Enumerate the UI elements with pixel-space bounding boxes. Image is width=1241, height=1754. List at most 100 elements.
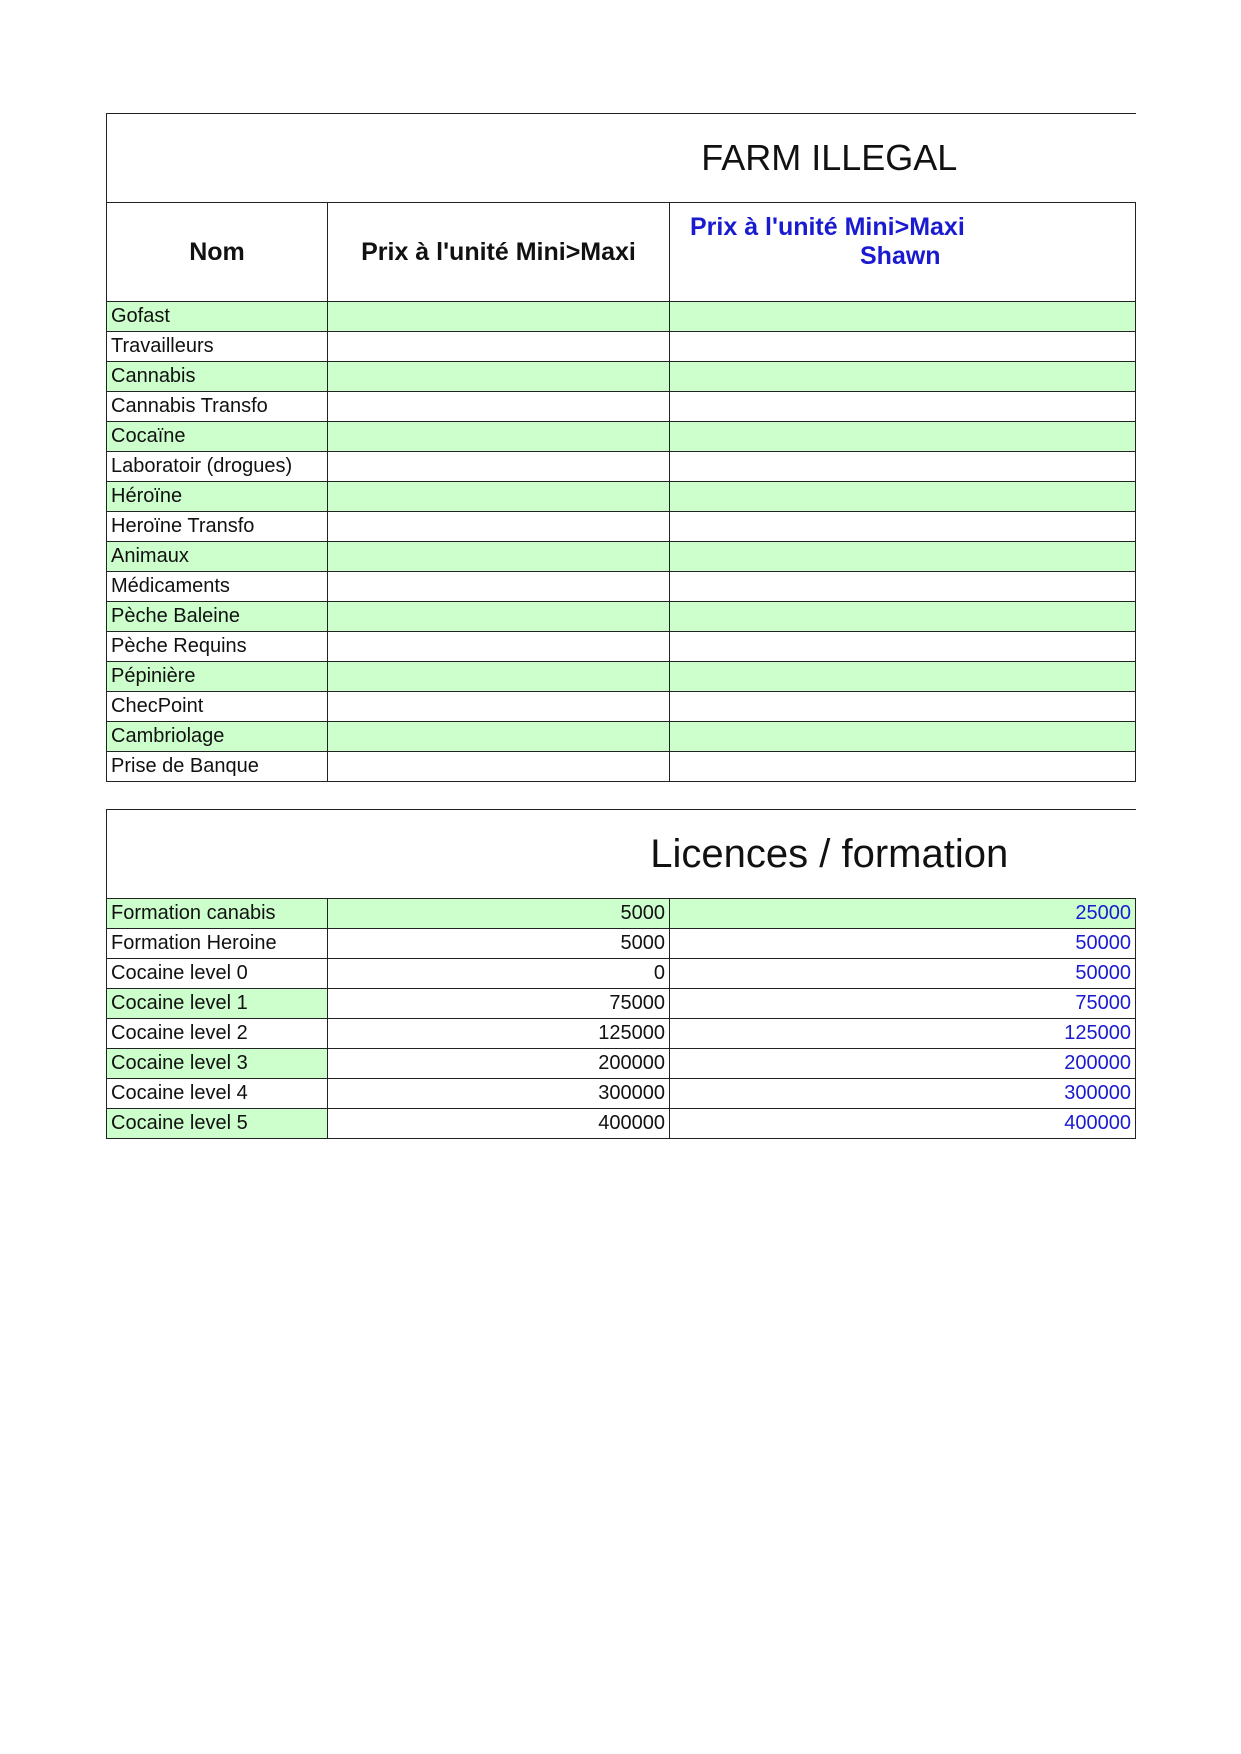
table-row: Prise de Banque xyxy=(106,751,1137,782)
table-row: Cocaine level 0 0 50000 xyxy=(106,958,1137,989)
licence-prix[interactable]: 300000 xyxy=(327,1078,670,1109)
table-row: Laboratoir (drogues) xyxy=(106,451,1137,482)
licence-name: Cocaine level 5 xyxy=(106,1108,328,1139)
prix-cell[interactable] xyxy=(327,601,670,632)
table-row: Cannabis xyxy=(106,361,1137,392)
licence-prix[interactable]: 5000 xyxy=(327,928,670,959)
licence-name: Cocaine level 0 xyxy=(106,958,328,989)
row-name: Cambriolage xyxy=(106,721,328,752)
prix-cell[interactable] xyxy=(327,361,670,392)
row-name: Cocaïne xyxy=(106,421,328,452)
row-name: Prise de Banque xyxy=(106,751,328,782)
licence-prix-shawn[interactable]: 25000 xyxy=(668,898,1137,929)
row-name: Animaux xyxy=(106,541,328,572)
table-row: ChecPoint xyxy=(106,691,1137,722)
header-prix-shawn-line2: Shawn xyxy=(860,242,941,270)
table-row: Pèche Baleine xyxy=(106,601,1137,632)
table-row: Gofast xyxy=(106,301,1137,332)
licence-name: Formation Heroine xyxy=(106,928,328,959)
header-prix: Prix à l'unité Mini>Maxi xyxy=(327,202,670,302)
licence-prix[interactable]: 5000 xyxy=(327,898,670,929)
table-row: Cambriolage xyxy=(106,721,1137,752)
prix-shawn-cell[interactable] xyxy=(668,601,1137,632)
table-row: Cocaine level 4 300000 300000 xyxy=(106,1078,1137,1109)
prix-shawn-cell[interactable] xyxy=(668,571,1137,602)
prix-cell[interactable] xyxy=(327,421,670,452)
prix-cell[interactable] xyxy=(327,511,670,542)
row-name: Heroïne Transfo xyxy=(106,511,328,542)
licence-prix[interactable]: 0 xyxy=(327,958,670,989)
licence-name: Cocaine level 3 xyxy=(106,1048,328,1079)
row-name: Gofast xyxy=(106,301,328,332)
farm-title: FARM ILLEGAL xyxy=(105,113,1136,203)
prix-shawn-cell[interactable] xyxy=(668,391,1137,422)
table-row: Cocaïne xyxy=(106,421,1137,452)
prix-shawn-cell[interactable] xyxy=(668,721,1137,752)
table-row: Cocaine level 2 125000 125000 xyxy=(106,1018,1137,1049)
prix-shawn-cell[interactable] xyxy=(668,661,1137,692)
licences-title: Licences / formation xyxy=(105,809,1136,899)
table-row: Animaux xyxy=(106,541,1137,572)
table-row: Travailleurs xyxy=(106,331,1137,362)
licence-prix-shawn[interactable]: 125000 xyxy=(668,1018,1137,1049)
licence-name: Formation canabis xyxy=(106,898,328,929)
farm-illegal-table: FARM ILLEGAL Nom Prix à l'unité Mini>Max… xyxy=(105,113,1137,782)
prix-cell[interactable] xyxy=(327,691,670,722)
licence-name: Cocaine level 4 xyxy=(106,1078,328,1109)
row-name: ChecPoint xyxy=(106,691,328,722)
prix-cell[interactable] xyxy=(327,391,670,422)
licence-prix-shawn[interactable]: 200000 xyxy=(668,1048,1137,1079)
prix-shawn-cell[interactable] xyxy=(668,451,1137,482)
row-name: Pèche Baleine xyxy=(106,601,328,632)
prix-cell[interactable] xyxy=(327,721,670,752)
licence-name: Cocaine level 1 xyxy=(106,988,328,1019)
licences-table: Licences / formation Formation canabis 50… xyxy=(105,809,1137,1139)
prix-shawn-cell[interactable] xyxy=(668,361,1137,392)
licence-prix[interactable]: 200000 xyxy=(327,1048,670,1079)
licence-prix-shawn[interactable]: 75000 xyxy=(668,988,1137,1019)
table-row: Heroïne Transfo xyxy=(106,511,1137,542)
table-row: Cocaine level 3 200000 200000 xyxy=(106,1048,1137,1079)
row-name: Pèche Requins xyxy=(106,631,328,662)
header-prix-shawn-line1: Prix à l'unité Mini>Maxi xyxy=(690,213,965,241)
licence-name: Cocaine level 2 xyxy=(106,1018,328,1049)
prix-cell[interactable] xyxy=(327,541,670,572)
prix-cell[interactable] xyxy=(327,661,670,692)
licence-prix[interactable]: 75000 xyxy=(327,988,670,1019)
licence-prix-shawn[interactable]: 400000 xyxy=(668,1108,1137,1139)
prix-cell[interactable] xyxy=(327,751,670,782)
table-row: Pépinière xyxy=(106,661,1137,692)
licence-prix[interactable]: 125000 xyxy=(327,1018,670,1049)
prix-shawn-cell[interactable] xyxy=(668,751,1137,782)
prix-cell[interactable] xyxy=(327,481,670,512)
table-row: Formation canabis 5000 25000 xyxy=(106,898,1137,929)
prix-shawn-cell[interactable] xyxy=(668,301,1137,332)
licence-prix-shawn[interactable]: 50000 xyxy=(668,928,1137,959)
licence-prix-shawn[interactable]: 50000 xyxy=(668,958,1137,989)
prix-shawn-cell[interactable] xyxy=(668,511,1137,542)
prix-cell[interactable] xyxy=(327,631,670,662)
prix-shawn-cell[interactable] xyxy=(668,631,1137,662)
prix-shawn-cell[interactable] xyxy=(668,331,1137,362)
prix-shawn-cell[interactable] xyxy=(668,481,1137,512)
prix-shawn-cell[interactable] xyxy=(668,421,1137,452)
header-nom: Nom xyxy=(106,202,328,302)
prix-cell[interactable] xyxy=(327,451,670,482)
table-row: Cocaine level 1 75000 75000 xyxy=(106,988,1137,1019)
licence-prix[interactable]: 400000 xyxy=(327,1108,670,1139)
row-name: Cannabis Transfo xyxy=(106,391,328,422)
row-name: Médicaments xyxy=(106,571,328,602)
table-row: Formation Heroine 5000 50000 xyxy=(106,928,1137,959)
prix-cell[interactable] xyxy=(327,331,670,362)
licence-prix-shawn[interactable]: 300000 xyxy=(668,1078,1137,1109)
table-row: Héroïne xyxy=(106,481,1137,512)
prix-cell[interactable] xyxy=(327,301,670,332)
table-row: Pèche Requins xyxy=(106,631,1137,662)
prix-cell[interactable] xyxy=(327,571,670,602)
row-name: Héroïne xyxy=(106,481,328,512)
prix-shawn-cell[interactable] xyxy=(668,541,1137,572)
table-row: Cannabis Transfo xyxy=(106,391,1137,422)
prix-shawn-cell[interactable] xyxy=(668,691,1137,722)
row-name: Pépinière xyxy=(106,661,328,692)
row-name: Cannabis xyxy=(106,361,328,392)
